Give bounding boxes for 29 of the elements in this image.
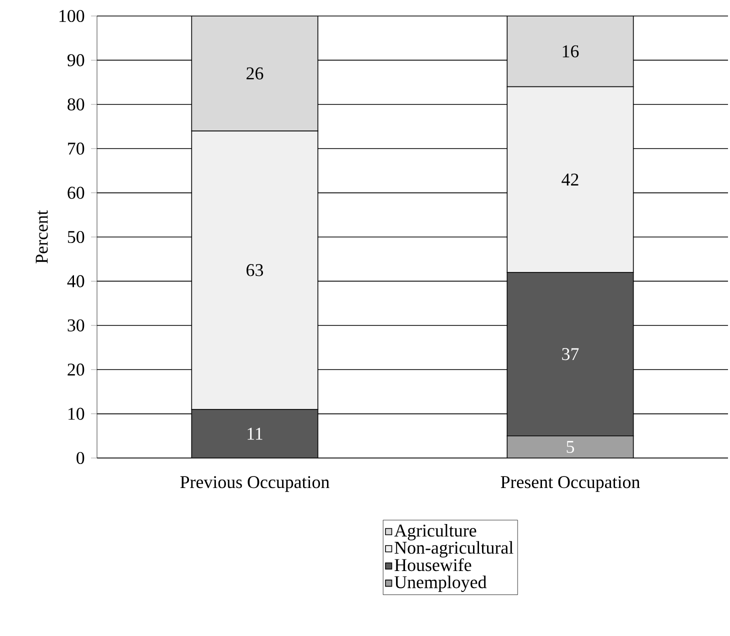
data-label: 26 (246, 67, 264, 80)
legend-label: Unemployed (394, 576, 487, 592)
y-tick-label: 0 (76, 452, 84, 464)
y-tick-label: 100 (60, 10, 84, 22)
data-label: 42 (562, 174, 578, 186)
y-tick-label: 10 (68, 408, 84, 420)
y-tick-label: 40 (67, 275, 84, 288)
bar (191, 16, 318, 132)
x-tick-label: Present Occupation (500, 476, 640, 492)
y-tick-label: 20 (68, 364, 84, 376)
data-label: 37 (562, 348, 579, 360)
legend-label: Agriculture (394, 524, 476, 540)
data-label: 5 (566, 440, 574, 453)
bar (506, 272, 634, 436)
y-tick-label: 60 (68, 186, 84, 199)
bar (506, 16, 634, 88)
data-label: 63 (246, 264, 264, 276)
y-tick-label: 30 (68, 319, 84, 332)
y-tick-label: 50 (68, 230, 84, 244)
legend-label: Non-agricultural (394, 541, 514, 558)
legend-label: Housewife (394, 558, 472, 572)
y-tick-label: 80 (68, 98, 84, 110)
y-axis-title: Percent (36, 210, 48, 264)
data-label: 11 (248, 428, 262, 440)
data-label: 16 (562, 45, 579, 58)
y-tick-label: 70 (68, 142, 84, 155)
y-tick-label: 90 (67, 54, 84, 66)
bar (191, 408, 318, 458)
x-tick-label: Previous Occupation (180, 476, 330, 492)
